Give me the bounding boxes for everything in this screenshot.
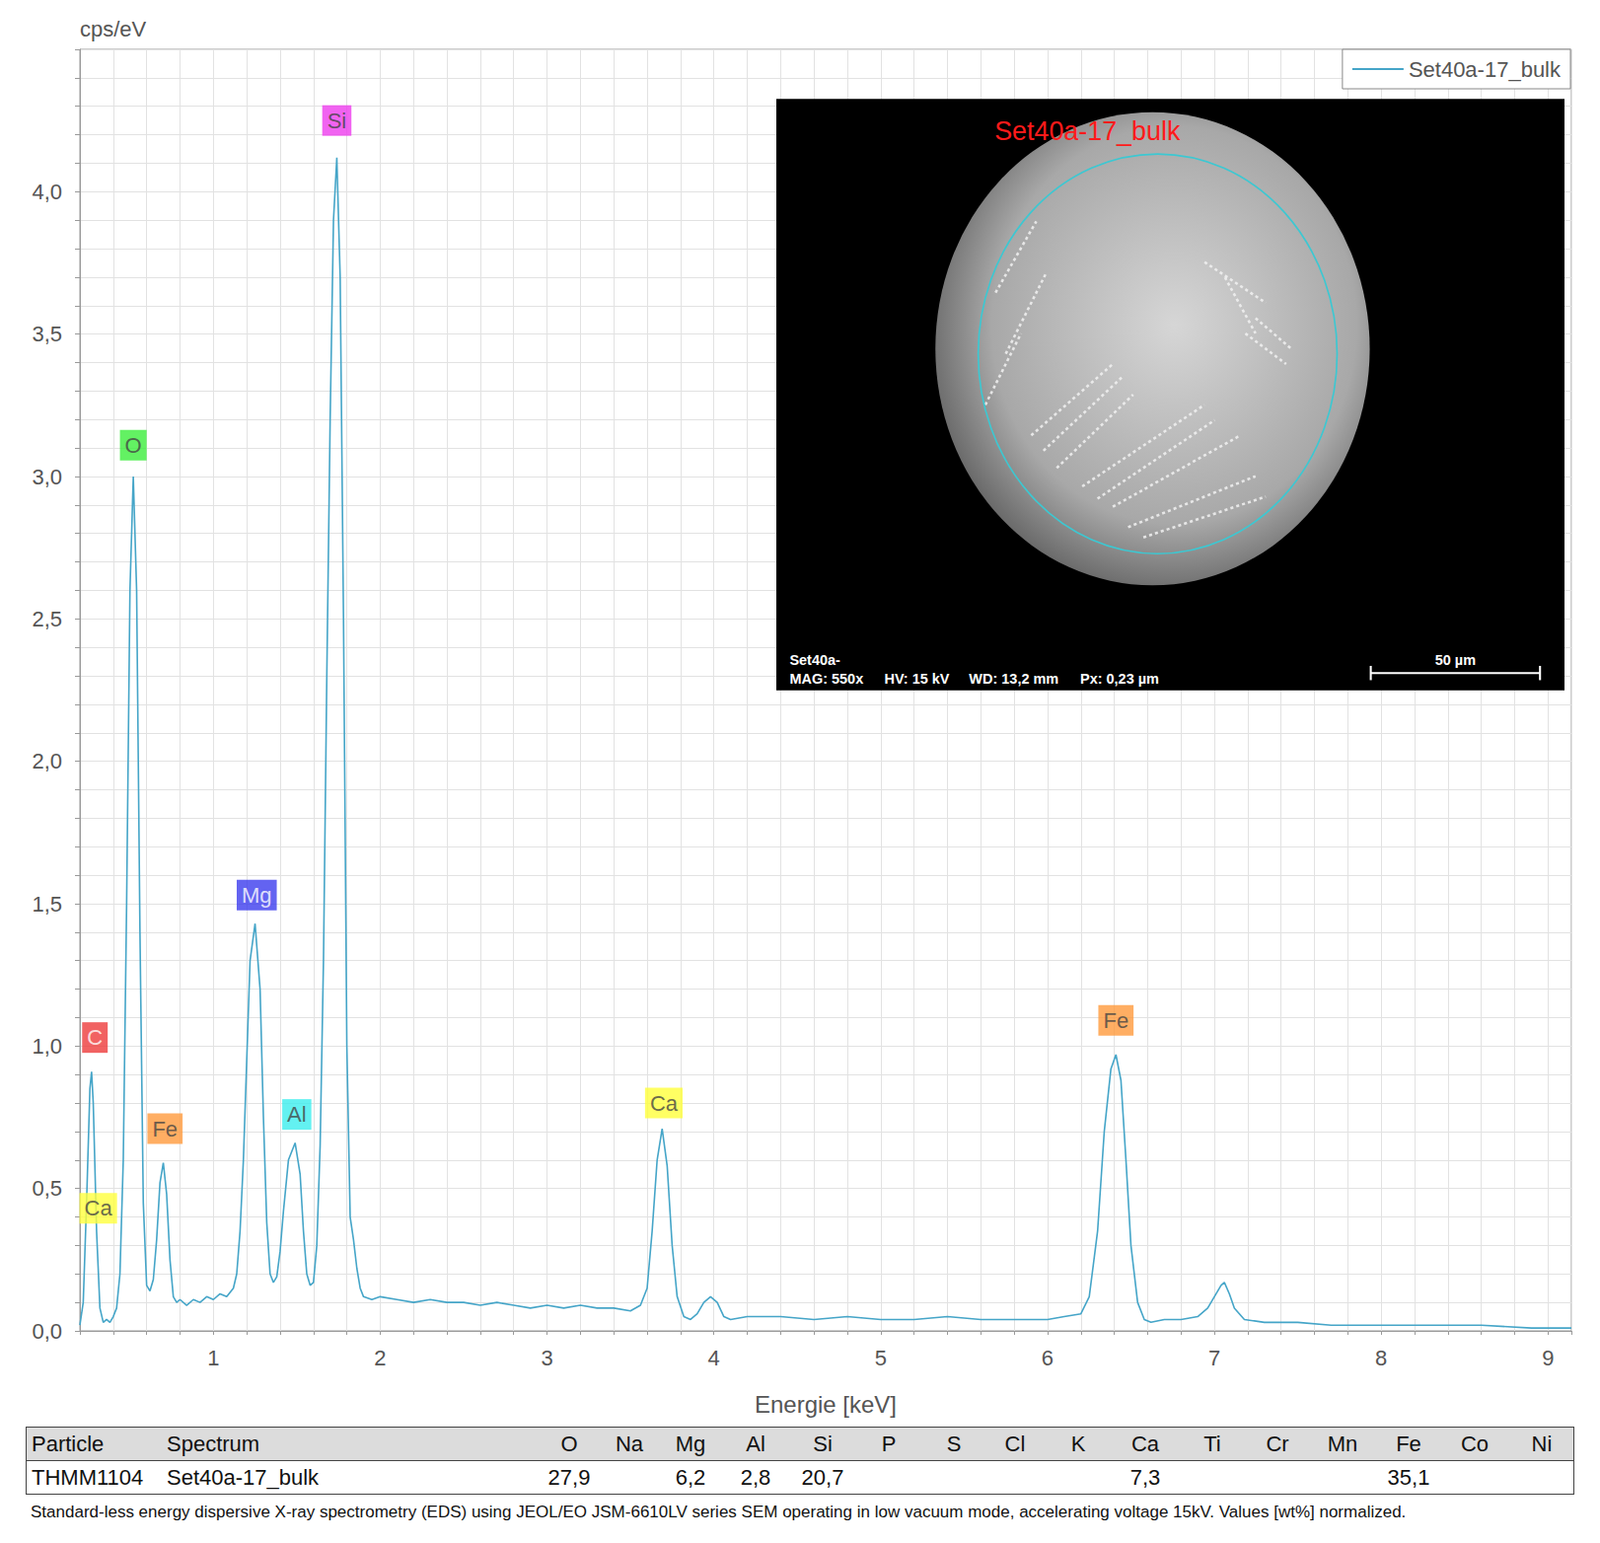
svg-text:1,5: 1,5 <box>31 891 63 917</box>
svg-text:4: 4 <box>708 1345 721 1371</box>
html-text:THMM1104: THMM1104 <box>31 1464 144 1490</box>
svg-text:C: C <box>86 1024 103 1050</box>
svg-text:7: 7 <box>1208 1345 1221 1371</box>
svg-text:2,5: 2,5 <box>31 606 63 632</box>
svg-text:WD: 13,2 mm: WD: 13,2 mm <box>968 670 1059 687</box>
html-text:35,1: 35,1 <box>1387 1464 1430 1490</box>
html-text:Cr: Cr <box>1265 1431 1289 1456</box>
html-text:Si: Si <box>813 1431 833 1456</box>
html-text:P: P <box>881 1431 896 1456</box>
html-text:Fe: Fe <box>1396 1431 1422 1456</box>
svg-text:9: 9 <box>1541 1345 1554 1371</box>
svg-text:4,0: 4,0 <box>31 179 63 205</box>
svg-text:Energie [keV]: Energie [keV] <box>754 1390 897 1418</box>
html-text:O: O <box>560 1431 578 1456</box>
html-text:S: S <box>946 1431 962 1456</box>
svg-text:O: O <box>125 433 143 458</box>
html-text:Cl: Cl <box>1004 1431 1026 1456</box>
html-text:20,7: 20,7 <box>801 1464 844 1490</box>
svg-text:6: 6 <box>1041 1345 1054 1371</box>
svg-text:Set40a-17_bulk: Set40a-17_bulk <box>1408 57 1562 82</box>
svg-text:HV: 15 kV: HV: 15 kV <box>884 670 950 687</box>
svg-text:Fe: Fe <box>151 1116 178 1142</box>
svg-text:8: 8 <box>1375 1345 1387 1371</box>
svg-text:cps/eV: cps/eV <box>79 16 147 42</box>
html-text:Set40a-17_bulk: Set40a-17_bulk <box>166 1464 319 1490</box>
svg-text:1: 1 <box>207 1345 219 1371</box>
html-text:Mn: Mn <box>1327 1431 1358 1456</box>
html-text:K: K <box>1070 1431 1086 1456</box>
svg-text:Set40a-17_bulk: Set40a-17_bulk <box>994 116 1181 146</box>
svg-text:3,0: 3,0 <box>31 464 63 490</box>
svg-text:Ca: Ca <box>84 1195 114 1221</box>
html-text:2,8: 2,8 <box>740 1464 771 1490</box>
svg-text:1,0: 1,0 <box>31 1033 63 1059</box>
svg-text:50 µm: 50 µm <box>1435 652 1476 668</box>
html-text:Standard-less energy dispersiv: Standard-less energy dispersive X-ray sp… <box>30 1502 1406 1522</box>
svg-text:Si: Si <box>327 108 348 134</box>
html-text:Spectrum: Spectrum <box>166 1431 260 1456</box>
svg-text:0,5: 0,5 <box>31 1175 63 1201</box>
svg-text:3: 3 <box>540 1345 553 1371</box>
html-text:Particle: Particle <box>31 1431 104 1456</box>
svg-text:3,5: 3,5 <box>31 321 63 347</box>
svg-text:2,0: 2,0 <box>31 748 63 774</box>
svg-text:Ca: Ca <box>650 1090 679 1116</box>
html-text:7,3: 7,3 <box>1130 1464 1161 1490</box>
html-text:Co: Co <box>1460 1431 1489 1456</box>
html-text:Mg: Mg <box>675 1431 706 1456</box>
html-text:6,2: 6,2 <box>675 1464 706 1490</box>
html-text:Al: Al <box>745 1431 766 1456</box>
svg-text:0,0: 0,0 <box>31 1318 63 1344</box>
svg-text:Set40a-: Set40a- <box>789 652 841 668</box>
svg-text:MAG: 550x: MAG: 550x <box>789 670 864 687</box>
svg-text:5: 5 <box>874 1345 887 1371</box>
svg-text:Px: 0,23 µm: Px: 0,23 µm <box>1080 670 1160 687</box>
html-text:Ca: Ca <box>1131 1431 1160 1456</box>
html-text:27,9: 27,9 <box>548 1464 591 1490</box>
svg-text:Mg: Mg <box>241 882 273 908</box>
svg-text:2: 2 <box>373 1345 386 1371</box>
html-text:Ti: Ti <box>1203 1431 1222 1456</box>
svg-text:Al: Al <box>287 1101 307 1127</box>
svg-text:Fe: Fe <box>1102 1008 1129 1033</box>
html-text:Na: Na <box>615 1431 644 1456</box>
html-text:Ni: Ni <box>1531 1431 1553 1456</box>
